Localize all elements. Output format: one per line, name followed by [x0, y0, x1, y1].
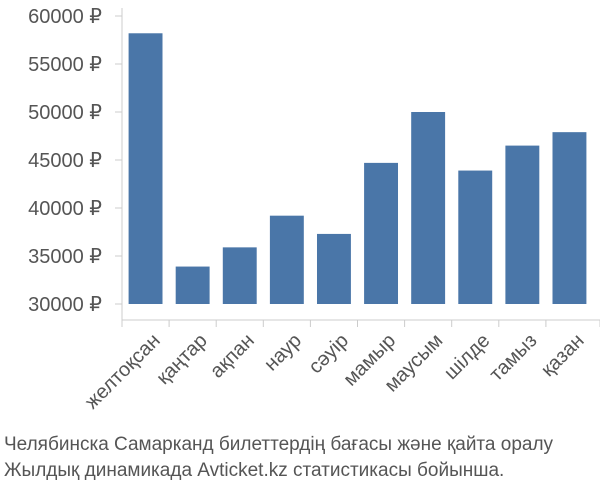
x-tick-label: қаңтар	[152, 330, 211, 389]
bar-4	[269, 215, 304, 304]
bar-9	[505, 145, 540, 304]
bar-8	[458, 170, 493, 304]
x-tick-label: желтоқсан	[81, 330, 165, 414]
bar-3	[222, 247, 257, 304]
x-tick-label: ақпан	[206, 330, 259, 383]
x-tick-label: қазан	[537, 330, 589, 382]
y-tick-label: 30000 ₽	[28, 294, 102, 316]
y-tick-label: 60000 ₽	[28, 6, 102, 28]
y-tick-label: 50000 ₽	[28, 102, 102, 124]
bar-7	[411, 112, 446, 304]
y-tick-label: 45000 ₽	[28, 150, 102, 172]
caption-line-2: Жылдық динамикада Avticket.kz статистика…	[4, 460, 505, 481]
bar-chart: 30000 ₽ 35000 ₽ 40000 ₽ 45000 ₽ 50000 ₽ 55000…	[28, 6, 600, 414]
x-tick-label: наур	[260, 330, 306, 376]
bar-2	[175, 266, 210, 304]
x-tick-label: шілде	[440, 330, 494, 384]
y-axis: 30000 ₽ 35000 ₽ 40000 ₽ 45000 ₽ 50000 ₽ 55000…	[28, 6, 123, 320]
bar-5	[316, 233, 351, 304]
y-tick-label: 55000 ₽	[28, 54, 102, 76]
caption-line-1: Челябинска Самарканд билеттердің бағасы …	[4, 434, 554, 455]
bar-10	[552, 132, 587, 304]
chart-caption: Челябинска Самарканд билеттердің бағасы …	[4, 432, 600, 484]
bars	[128, 33, 587, 304]
x-tick-label: тамыз	[485, 330, 541, 386]
bar-1	[128, 33, 163, 304]
bar-6	[364, 162, 399, 304]
y-tick-label: 40000 ₽	[28, 198, 102, 220]
y-tick-label: 35000 ₽	[28, 246, 102, 268]
